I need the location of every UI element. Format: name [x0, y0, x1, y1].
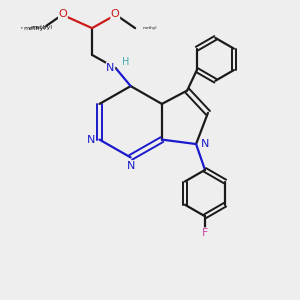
Text: N: N	[87, 135, 95, 145]
Text: O: O	[111, 9, 120, 19]
Text: methyl: methyl	[143, 26, 157, 30]
Text: H: H	[122, 57, 129, 67]
Text: methyl: methyl	[21, 26, 35, 30]
Text: N: N	[201, 139, 209, 149]
Text: N: N	[127, 161, 135, 171]
Text: N: N	[106, 63, 115, 73]
Text: O: O	[58, 9, 67, 19]
Text: methyl: methyl	[23, 26, 45, 31]
Text: F: F	[202, 228, 208, 238]
Text: methyl: methyl	[31, 25, 52, 30]
